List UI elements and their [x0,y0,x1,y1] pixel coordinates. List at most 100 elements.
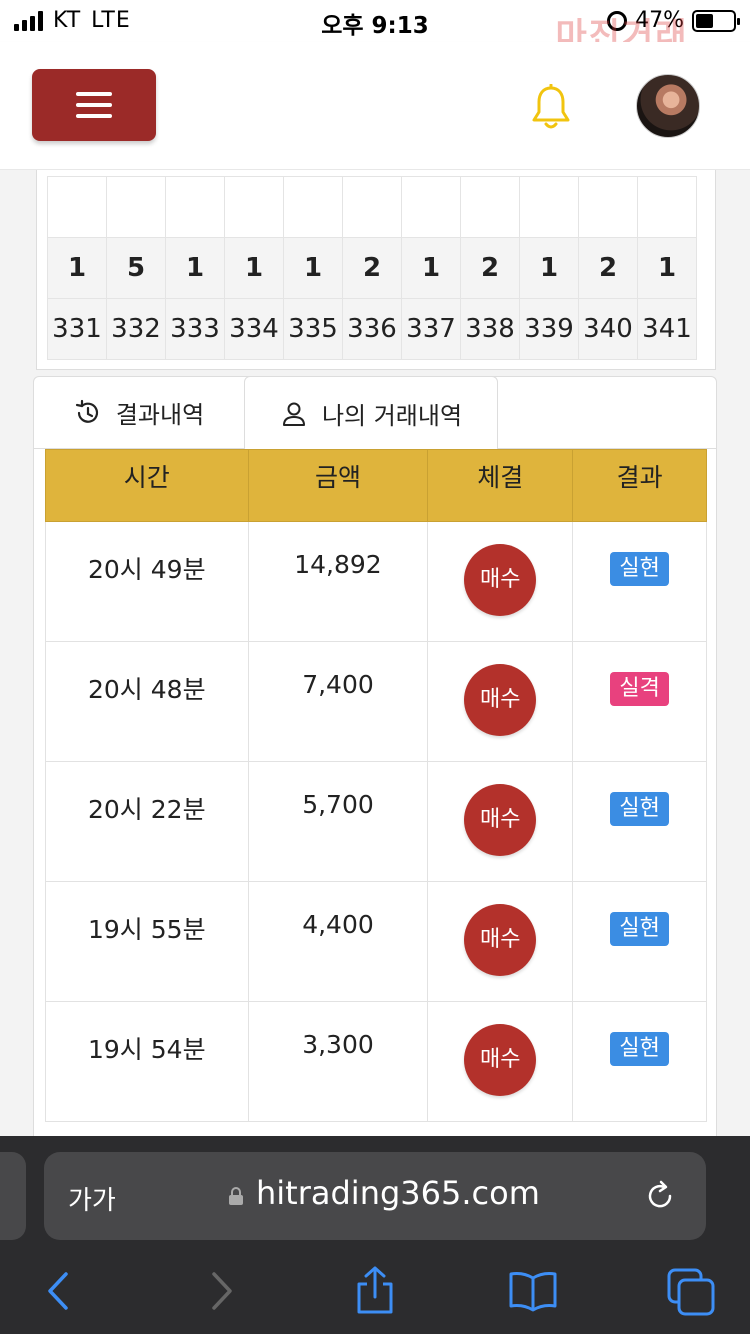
history-round-cell: 331 [47,298,107,360]
back-icon[interactable] [34,1266,84,1316]
bookmarks-icon[interactable] [508,1266,558,1316]
history-empty-cell [401,176,461,238]
cell-result: 실현 [572,761,707,882]
cell-amount: 14,892 [247,521,429,642]
status-left: KT LTE [14,8,131,33]
history-empty-cell [460,176,520,238]
history-count-cell: 2 [342,237,402,299]
browser-toolbar: 가가 hitrading365.com [0,1136,750,1334]
text-size-button[interactable]: 가가 [68,1186,116,1216]
history-count-cell: 1 [224,237,284,299]
header-result: 결과 [572,449,707,522]
alarm-icon [607,10,628,31]
history-empty-cell [578,176,638,238]
header-execution: 체결 [427,449,574,522]
url-text: hitrading365.com [256,1174,540,1212]
previous-tab-preview[interactable] [0,1152,26,1240]
history-empty-cell [342,176,402,238]
history-count-cell: 2 [460,237,520,299]
trade-history-table: 시간 금액 체결 결과 20시 49분 14,892 매수 실현 20시 48분 7,40… [45,449,707,1122]
history-round-cell: 340 [578,298,638,360]
table-header-row: 시간 금액 체결 결과 [45,449,707,522]
history-empty-cell [637,176,697,238]
history-count-cell: 2 [578,237,638,299]
cell-time: 20시 49분 [45,521,249,642]
forward-icon[interactable] [196,1266,246,1316]
history-count-cell: 1 [47,237,107,299]
status-right: 47% [607,8,740,33]
hamburger-icon [76,92,112,96]
tab-my-trades[interactable]: 나의 거래내역 [244,376,498,450]
history-count-cell: 1 [165,237,225,299]
trade-tabs-card: 결과내역 나의 거래내역 시간 금액 체결 결과 20시 49분 14,892 매수… [33,376,717,1136]
history-count-cell: 1 [519,237,579,299]
table-row: 20시 48분 7,400 매수 실격 [45,641,707,762]
history-count-cell: 1 [283,237,343,299]
table-row: 20시 22분 5,700 매수 실현 [45,761,707,882]
cell-execution: 매수 [427,641,574,762]
history-count-cell: 1 [637,237,697,299]
history-empty-cell [519,176,579,238]
history-round-cell: 332 [106,298,166,360]
history-empty-cell [47,176,107,238]
status-bar: KT LTE 오후 9:13 47% [0,0,750,42]
carrier-label: KT [53,8,82,33]
address-bar[interactable]: 가가 hitrading365.com [44,1152,706,1240]
cell-result: 실현 [572,881,707,1002]
avatar[interactable] [636,74,700,138]
buy-badge: 매수 [464,784,537,856]
history-icon [75,399,98,423]
cell-result: 실격 [572,641,707,762]
cell-result: 실현 [572,1001,707,1122]
signal-icon [14,10,43,31]
cell-amount: 7,400 [247,641,429,762]
history-empty-cell [283,176,343,238]
reload-icon[interactable] [642,1178,678,1214]
tab-my-trades-label: 나의 거래내역 [321,402,463,430]
header-amount: 금액 [247,449,429,522]
cell-time: 19시 55분 [45,881,249,1002]
history-round-cell: 338 [460,298,520,360]
tab-results-label: 결과내역 [115,401,205,429]
tab-results[interactable]: 결과내역 [34,377,244,449]
share-icon[interactable] [350,1266,400,1316]
url-display[interactable]: hitrading365.com [228,1174,540,1212]
cell-execution: 매수 [427,521,574,642]
history-empty-cell [224,176,284,238]
bell-icon[interactable] [530,84,572,132]
hamburger-icon-line [76,114,112,118]
table-row: 19시 55분 4,400 매수 실현 [45,881,707,1002]
cell-time: 20시 48분 [45,641,249,762]
result-badge: 실현 [610,792,669,826]
result-badge: 실현 [610,912,669,946]
table-body: 20시 49분 14,892 매수 실현 20시 48분 7,400 매수 실격 20시 22분… [45,521,707,1122]
cell-amount: 4,400 [247,881,429,1002]
buy-badge: 매수 [464,544,537,616]
lock-icon [229,1187,243,1205]
app-header [0,42,750,170]
table-row: 19시 54분 3,300 매수 실현 [45,1001,707,1122]
cell-result: 실현 [572,521,707,642]
history-count-cell: 1 [401,237,461,299]
buy-badge: 매수 [464,1024,537,1096]
cell-time: 19시 54분 [45,1001,249,1122]
history-count-cell: 5 [106,237,166,299]
menu-button[interactable] [32,69,156,141]
cell-amount: 3,300 [247,1001,429,1122]
history-round-cell: 335 [283,298,343,360]
battery-fill [696,13,713,28]
history-round-cell: 339 [519,298,579,360]
table-row: 20시 49분 14,892 매수 실현 [45,521,707,642]
header-time: 시간 [45,449,249,522]
result-badge: 실격 [610,672,669,706]
history-round-cell: 334 [224,298,284,360]
cell-amount: 5,700 [247,761,429,882]
history-round-cell: 336 [342,298,402,360]
history-round-row: 331 332 333 334 335 336 337 338 339 340 341 [47,298,707,360]
history-round-cell: 337 [401,298,461,360]
tabs-icon[interactable] [666,1266,716,1316]
cell-execution: 매수 [427,881,574,1002]
